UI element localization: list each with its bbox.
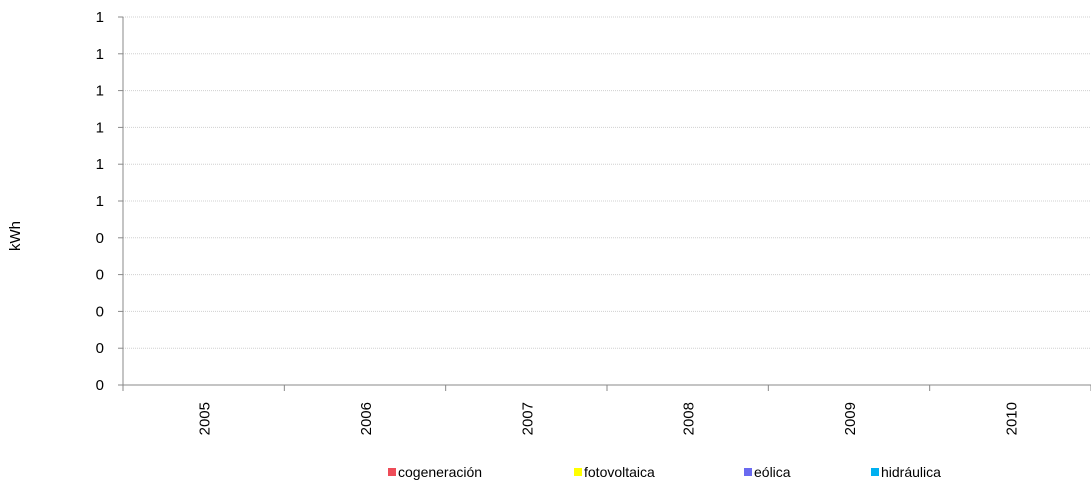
legend-label: fotovoltaica: [584, 464, 655, 480]
legend-item: eólica: [744, 462, 791, 482]
legend-label: cogeneración: [398, 464, 483, 480]
y-axis-ticks: 0 0 0 0 0 1 1 1 1 1 1: [96, 9, 123, 394]
y-axis-label: kWh: [7, 221, 24, 251]
x-tick-label: 2008: [681, 402, 698, 435]
x-tick-label: 2010: [1003, 402, 1020, 435]
y-tick-label: 1: [96, 9, 104, 26]
y-tick-label: 1: [96, 119, 104, 136]
y-tick-label: 1: [96, 46, 104, 63]
legend-label: hidráulica: [881, 464, 941, 480]
y-tick-label: 0: [96, 230, 104, 247]
y-tick-label: 1: [96, 193, 104, 210]
legend: cogeneración fotovoltaica eólica hidráulica: [0, 462, 1091, 482]
y-tick-label: 0: [96, 340, 104, 357]
x-tick-label: 2005: [197, 402, 214, 435]
legend-item: hidráulica: [871, 462, 941, 482]
legend-swatch: [574, 468, 582, 476]
legend-item: cogeneración: [388, 462, 482, 482]
legend-swatch: [744, 468, 752, 476]
gridlines: [123, 16, 1091, 349]
legend-swatch: [388, 468, 396, 476]
x-tick-label: 2009: [842, 402, 859, 435]
x-tick-label: 2006: [358, 402, 375, 435]
y-tick-label: 0: [96, 303, 104, 320]
y-tick-label: 0: [96, 267, 104, 284]
x-tick-label: 2007: [519, 402, 536, 435]
y-tick-label: 0: [96, 377, 104, 394]
legend-label: eólica: [754, 464, 791, 480]
x-axis-ticks: 2005 2006 2007 2008 2009 2010: [122, 385, 1091, 435]
y-tick-label: 1: [96, 156, 104, 173]
y-tick-label: 1: [96, 83, 104, 100]
legend-item: fotovoltaica: [574, 462, 655, 482]
legend-swatch: [871, 468, 879, 476]
